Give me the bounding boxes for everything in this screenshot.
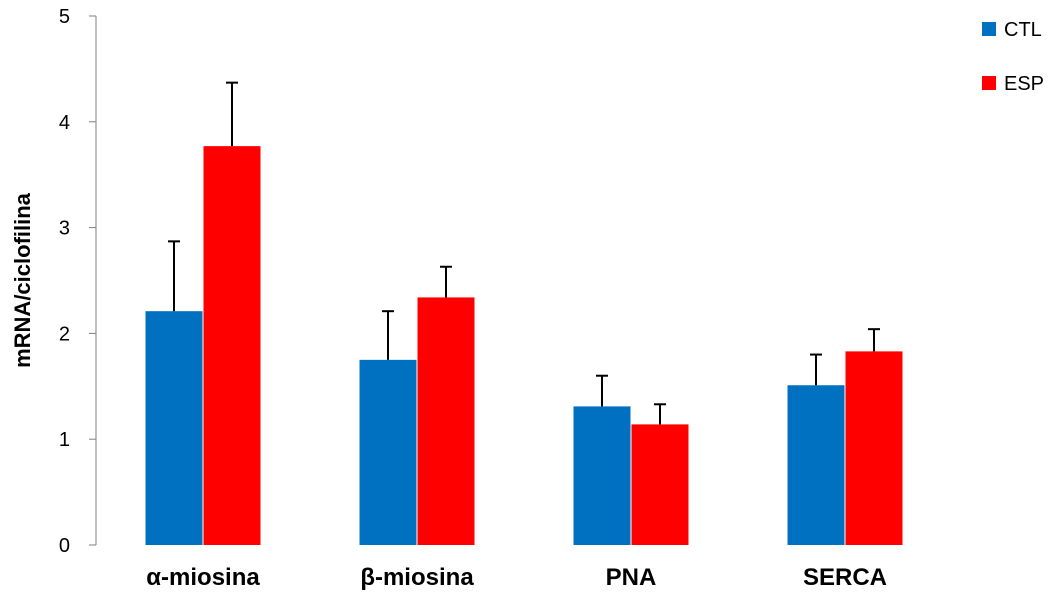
y-tick-label: 2 [59,323,70,345]
bar-ctl [359,359,417,545]
y-tick-label: 0 [59,535,70,557]
x-category-label: β-miosina [360,564,474,591]
bar-esp [631,424,689,545]
legend: CTL ESP [982,19,1044,95]
y-tick-label: 3 [59,218,70,240]
x-category-label: SERCA [803,564,887,591]
bars [145,81,903,545]
legend-label-esp: ESP [1004,73,1044,95]
legend-label-ctl: CTL [1004,19,1042,41]
bar-esp [417,297,475,545]
bar-ctl [573,406,631,545]
y-tick-label: 5 [59,6,70,28]
y-tick-label: 1 [59,429,70,451]
x-category-label: PNA [606,564,657,591]
x-axis-labels: α-miosina β-miosina PNA SERCA [146,564,887,591]
y-axis: 0 1 2 3 4 5 [59,6,97,557]
bar-ctl [787,385,845,545]
y-tick-label: 4 [59,112,70,134]
legend-swatch-esp [982,76,996,90]
legend-swatch-ctl [982,22,996,36]
x-category-label: α-miosina [146,564,260,591]
bar-esp [203,146,261,545]
bar-ctl [145,311,203,545]
bar-esp [845,351,903,545]
y-axis-title: mRNA/ciclofilina [10,192,35,368]
